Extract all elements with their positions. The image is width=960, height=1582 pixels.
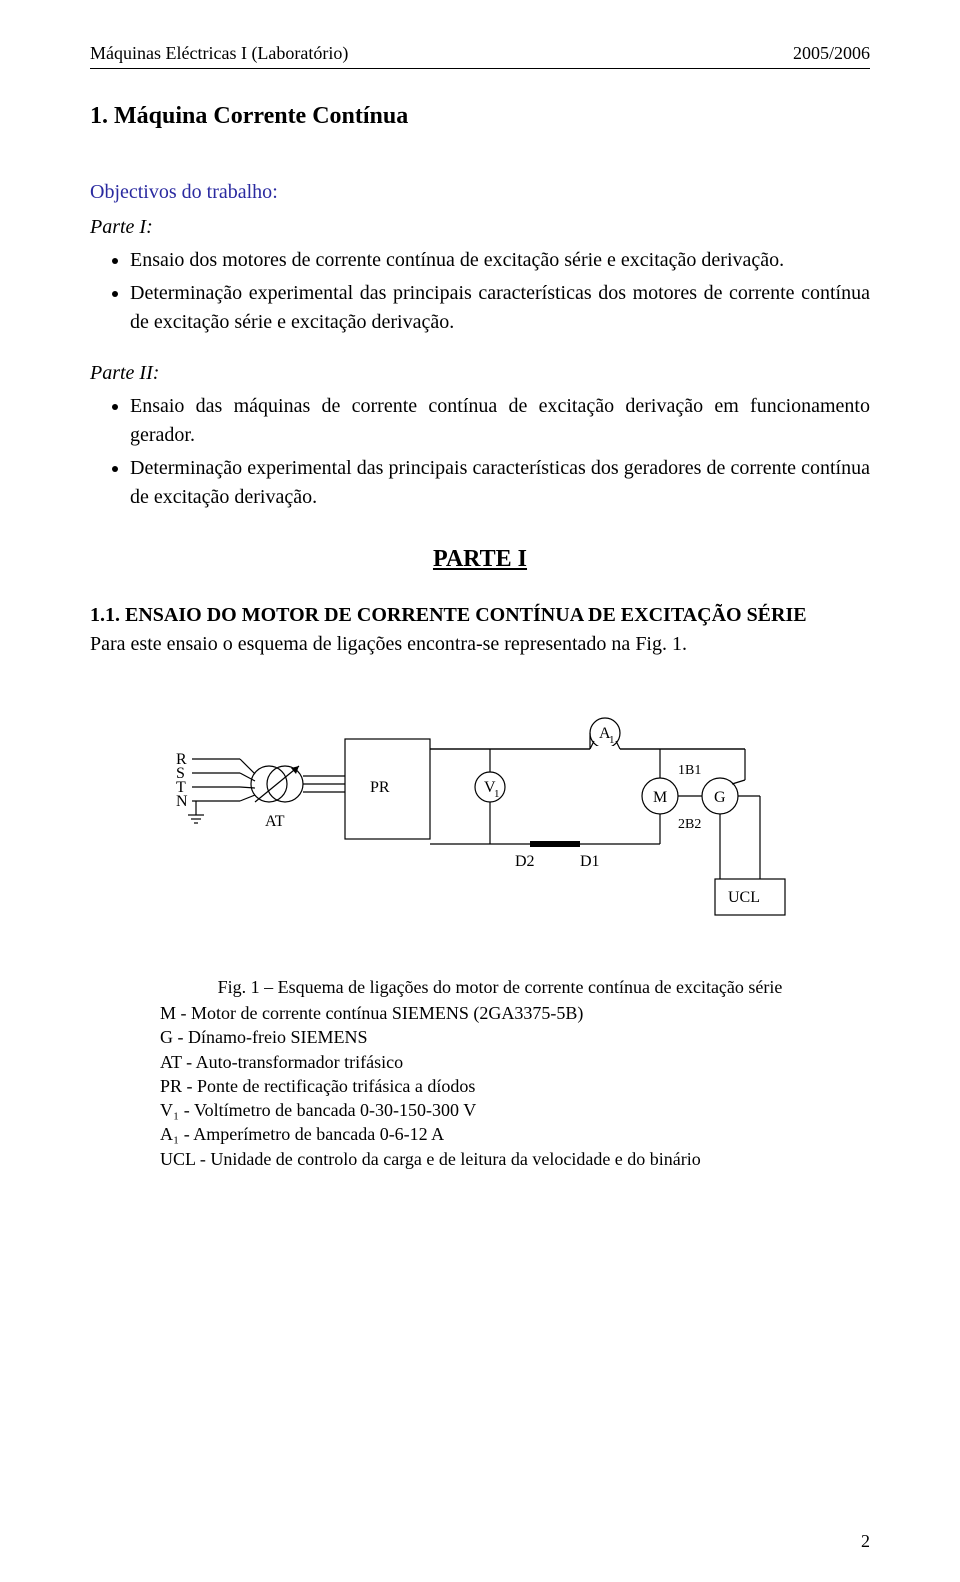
header-left: Máquinas Eléctricas I (Laboratório) xyxy=(90,40,348,66)
part1-label: Parte I: xyxy=(90,213,870,242)
caption-line: A₁ - Amperímetro de bancada 0-6-12 A xyxy=(160,1122,840,1146)
svg-text:1B1: 1B1 xyxy=(678,763,701,778)
part1-list: Ensaio dos motores de corrente contínua … xyxy=(90,246,870,337)
caption-title: Fig. 1 – Esquema de ligações do motor de… xyxy=(160,975,840,999)
caption-line: M - Motor de corrente contínua SIEMENS (… xyxy=(160,1001,840,1025)
list-item: Determinação experimental das principais… xyxy=(130,454,870,512)
svg-text:D1: D1 xyxy=(580,853,600,870)
page-number: 2 xyxy=(861,1528,870,1554)
caption-line: V₁ - Voltímetro de bancada 0-30-150-300 … xyxy=(160,1098,840,1122)
caption-line: PR - Ponte de rectificação trifásica a d… xyxy=(160,1074,840,1098)
section-1-1-text: Para este ensaio o esquema de ligações e… xyxy=(90,630,870,659)
part2-label: Parte II: xyxy=(90,359,870,388)
svg-text:2B2: 2B2 xyxy=(678,817,701,832)
svg-text:M: M xyxy=(653,789,667,806)
list-item: Ensaio das máquinas de corrente contínua… xyxy=(130,392,870,450)
svg-text:G: G xyxy=(714,789,726,806)
section-1-1-title: 1.1. ENSAIO DO MOTOR DE CORRENTE CONTÍNU… xyxy=(90,601,870,630)
caption-line: G - Dínamo-freio SIEMENS xyxy=(160,1025,840,1049)
svg-text:AT: AT xyxy=(265,813,285,830)
page-title: 1. Máquina Corrente Contínua xyxy=(90,99,870,134)
svg-text:PR: PR xyxy=(370,779,390,796)
header-right: 2005/2006 xyxy=(793,40,870,66)
parte-heading: PARTE I xyxy=(90,542,870,577)
part2-list: Ensaio das máquinas de corrente contínua… xyxy=(90,392,870,512)
figure-1: RSTNATPRV1D2D1A1M1B12B2GUCL xyxy=(90,689,870,949)
svg-text:1: 1 xyxy=(609,734,615,746)
caption-line: UCL - Unidade de controlo da carga e de … xyxy=(160,1147,840,1171)
figure-caption: Fig. 1 – Esquema de ligações do motor de… xyxy=(160,975,840,1171)
caption-line: AT - Auto-transformador trifásico xyxy=(160,1050,840,1074)
svg-text:D2: D2 xyxy=(515,853,535,870)
list-item: Ensaio dos motores de corrente contínua … xyxy=(130,246,870,275)
svg-text:1: 1 xyxy=(494,788,500,800)
svg-text:UCL: UCL xyxy=(728,889,760,906)
objectives-heading: Objectivos do trabalho: xyxy=(90,178,870,207)
circuit-diagram-svg: RSTNATPRV1D2D1A1M1B12B2GUCL xyxy=(160,689,800,949)
svg-text:N: N xyxy=(176,793,188,810)
list-item: Determinação experimental das principais… xyxy=(130,279,870,337)
